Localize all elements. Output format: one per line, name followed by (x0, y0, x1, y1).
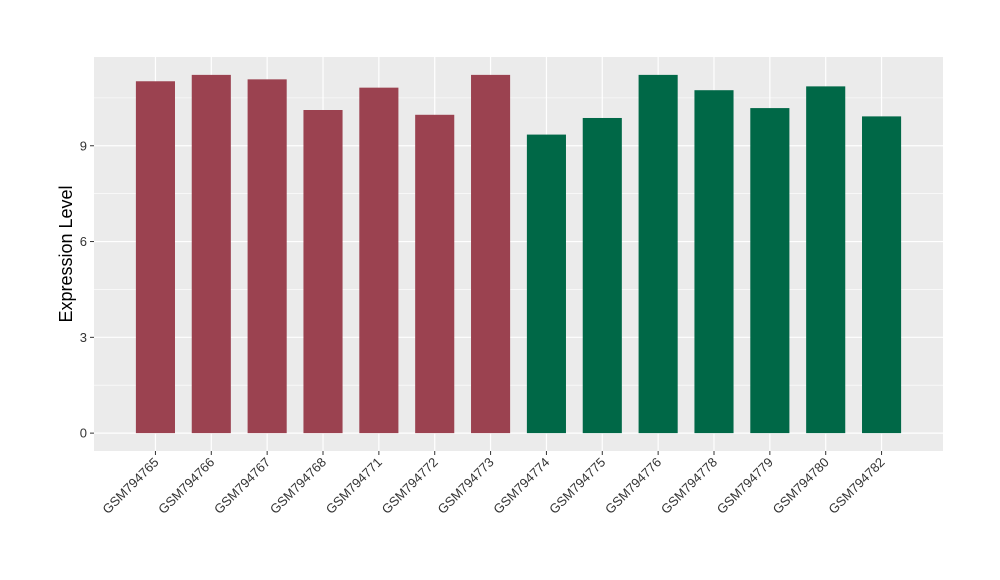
bar-GSM794780 (806, 86, 846, 434)
x-tick-label: GSM794775 (546, 455, 608, 517)
y-tick-label: 0 (80, 426, 87, 441)
x-tick-label: GSM794774 (490, 455, 552, 517)
bar-GSM794768 (303, 110, 343, 434)
x-tick-label: GSM794768 (267, 455, 329, 517)
y-tick-label: 3 (80, 330, 87, 345)
x-tick-label: GSM794779 (714, 455, 776, 517)
x-tick-label: GSM794776 (602, 455, 664, 517)
bar-GSM794776 (638, 74, 678, 434)
bar-GSM794773 (471, 74, 511, 434)
bar-GSM794779 (750, 108, 790, 434)
bar-GSM794782 (862, 116, 902, 434)
x-tick-label: GSM794782 (825, 455, 887, 517)
x-tick-label: GSM794766 (155, 455, 217, 517)
bar-GSM794778 (694, 90, 734, 434)
x-tick-label: GSM794765 (99, 455, 161, 517)
y-tick-label: 9 (80, 138, 87, 153)
bar-GSM794766 (191, 74, 231, 434)
bar-GSM794775 (582, 117, 622, 434)
x-tick-label: GSM794778 (658, 455, 720, 517)
bar-GSM794767 (247, 79, 287, 434)
y-axis-ticks: 0 3 6 9 (80, 138, 94, 441)
bar-GSM794772 (415, 114, 455, 434)
bar-GSM794771 (359, 87, 399, 434)
x-tick-label: GSM794780 (770, 455, 832, 517)
x-tick-label: GSM794773 (434, 455, 496, 517)
bar-GSM794765 (135, 81, 175, 434)
minor-gridlines (94, 97, 943, 386)
x-tick-label: GSM794772 (379, 455, 441, 517)
x-tick-label: GSM794771 (323, 455, 385, 517)
x-tick-label: GSM794767 (211, 455, 273, 517)
y-tick-label: 6 (80, 234, 87, 249)
x-axis-ticks: GSM794765GSM794766GSM794767GSM794768GSM7… (99, 451, 888, 517)
bar-GSM794774 (526, 134, 566, 434)
bars (135, 74, 902, 434)
y-axis-title: Expression Level (56, 185, 76, 322)
